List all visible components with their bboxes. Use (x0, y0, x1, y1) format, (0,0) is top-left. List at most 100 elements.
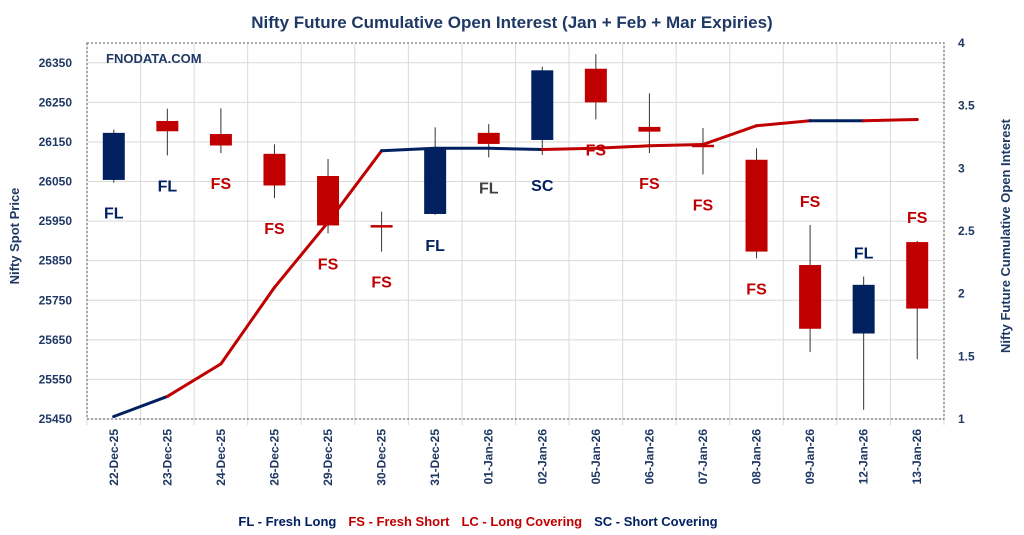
candle-labels: FL FL FS FS FS FS FL FL SC FS FS FS FS FS FL FS (104, 142, 928, 298)
candle-label: FS (371, 275, 392, 292)
oi-segment (594, 144, 651, 150)
candle-body (906, 242, 929, 309)
oi-segment (112, 394, 169, 418)
x-tick-label: 24-Dec-25 (214, 429, 228, 486)
oi-point (433, 146, 437, 150)
oi-segment (755, 119, 812, 128)
y-tick-label: 26350 (39, 56, 73, 70)
oi-point (862, 119, 866, 123)
candle-label: FS (586, 142, 607, 159)
y2-tick-label: 2.5 (958, 224, 975, 238)
candle-label: FL (854, 246, 874, 263)
oi-point (647, 144, 651, 148)
x-tick-label: 01-Jan-26 (482, 429, 496, 485)
y-tick-label: 25650 (39, 333, 73, 347)
y2-tick-label: 2 (958, 287, 965, 301)
y-tick-label: 25950 (39, 214, 73, 228)
candle-label: FS (746, 281, 767, 298)
chart-title: Nifty Future Cumulative Open Interest (J… (251, 13, 772, 32)
oi-segment (862, 117, 919, 123)
candle-label: FS (907, 210, 928, 227)
x-tick-label: 29-Dec-25 (321, 429, 335, 486)
x-tick-label: 31-Dec-25 (428, 429, 442, 486)
y-tick-label: 25850 (39, 254, 73, 268)
candle-label: FS (639, 176, 660, 193)
y-axis-title: Nifty Spot Price (7, 188, 22, 285)
oi-point (165, 394, 169, 398)
legend-item: SC - Short Covering (594, 514, 718, 529)
candle-body (745, 159, 768, 252)
y2-tick-label: 1.5 (958, 349, 975, 363)
candle-body (102, 132, 125, 180)
candle-label: FL (104, 206, 124, 223)
candle-label: FS (264, 221, 285, 238)
oi-point (915, 117, 919, 121)
y2-tick-label: 1 (958, 412, 965, 426)
candle-label: SC (531, 178, 554, 195)
x-tick-label: 06-Jan-26 (642, 429, 656, 485)
candle-body (799, 265, 822, 329)
x-tick-label: 22-Dec-25 (107, 429, 121, 486)
oi-point (272, 285, 276, 289)
x-tick-label: 02-Jan-26 (535, 429, 549, 485)
candle-body (584, 68, 607, 103)
oi-point (326, 220, 330, 224)
candle-body (263, 153, 286, 186)
y2-tick-label: 4 (958, 36, 965, 50)
oi-point (808, 119, 812, 123)
legend-item: FL - Fresh Long (238, 514, 336, 529)
oi-segment (380, 146, 437, 153)
candle-body (370, 225, 393, 228)
watermark: FNODATA.COM (106, 51, 202, 66)
legend-item: LC - Long Covering (461, 514, 582, 529)
candle-label: FS (211, 176, 232, 193)
oi-segment (647, 143, 705, 148)
candle-body (638, 126, 661, 132)
candle-body (531, 70, 554, 140)
candle-label: FL (425, 238, 445, 255)
candle-body (317, 175, 340, 226)
oi-point (112, 414, 116, 418)
candle-body (209, 134, 232, 146)
oi-segment (219, 285, 276, 366)
candle-label: FL (158, 178, 178, 195)
y-tick-label: 25750 (39, 293, 73, 307)
x-tick-label: 30-Dec-25 (375, 429, 389, 486)
y-tick-label: 25550 (39, 372, 73, 386)
legend-item: FS - Fresh Short (348, 514, 450, 529)
oi-point (487, 146, 491, 150)
oi-line (112, 117, 919, 418)
candle-body (156, 120, 179, 132)
candle-body (477, 132, 500, 144)
oi-point (219, 362, 223, 366)
candle-label: FS (800, 194, 821, 211)
oi-segment (272, 220, 330, 289)
axes: 25450 25550 25650 25750 25850 25950 26050 26150… (39, 36, 975, 486)
x-tick-label: 12-Jan-26 (857, 429, 871, 485)
oi-segment (540, 146, 598, 152)
y-tick-label: 25450 (39, 412, 73, 426)
y-tick-label: 26250 (39, 95, 73, 109)
oi-point (594, 146, 598, 150)
oi-point (540, 148, 544, 152)
oi-point (755, 124, 759, 128)
x-tick-label: 09-Jan-26 (803, 429, 817, 485)
x-tick-label: 08-Jan-26 (750, 429, 764, 485)
oi-point (701, 143, 705, 147)
x-tick-label: 13-Jan-26 (910, 429, 924, 485)
y2-tick-label: 3 (958, 161, 965, 175)
y2-axis-title: Nifty Future Cumulative Open Interest (998, 118, 1013, 353)
x-tick-label: 07-Jan-26 (696, 429, 710, 485)
candle-body (424, 148, 447, 214)
x-tick-label: 26-Dec-25 (267, 429, 281, 486)
candle-body (852, 284, 875, 334)
candle-label: FS (693, 197, 714, 214)
legend: FL - Fresh Long FS - Fresh Short LC - Long… (238, 514, 717, 529)
plot-border (86, 42, 945, 420)
oi-segment (165, 362, 223, 398)
y2-tick-label: 3.5 (958, 99, 975, 113)
x-tick-label: 23-Dec-25 (160, 429, 174, 486)
oi-segment (326, 149, 384, 224)
candle-label: FS (318, 256, 339, 273)
